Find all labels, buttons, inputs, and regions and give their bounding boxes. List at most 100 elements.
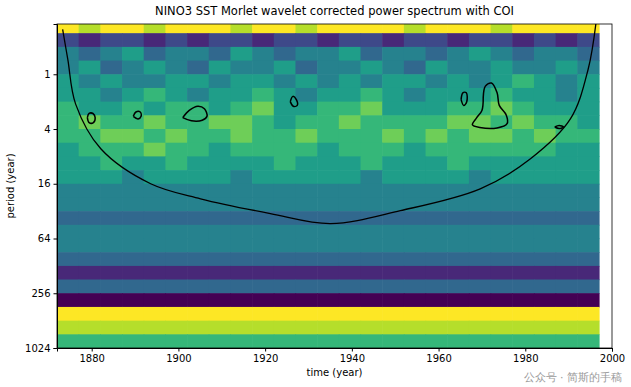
heat-cell (79, 225, 101, 239)
heat-cell (57, 321, 79, 335)
heat-cell (274, 184, 296, 198)
heat-cell (317, 238, 339, 252)
y-tick-mark (54, 129, 58, 130)
heat-cell (295, 156, 317, 170)
heat-cell (57, 266, 79, 280)
heat-cell (274, 102, 296, 116)
heat-cell (165, 156, 187, 170)
heat-cell (382, 24, 404, 34)
heat-cell (57, 33, 79, 47)
heat-cell (317, 156, 339, 170)
heat-cell (404, 115, 426, 129)
heat-cell (556, 88, 578, 102)
heat-cell (274, 74, 296, 88)
heat-cell (447, 334, 469, 348)
heat-cell (317, 33, 339, 47)
heat-cell (295, 184, 317, 198)
coi-line (63, 24, 597, 224)
heat-cell (534, 115, 556, 129)
heat-cell (469, 307, 491, 321)
heat-cell (209, 252, 231, 266)
heat-cell (534, 129, 556, 143)
heat-cell (79, 197, 101, 211)
heat-cell (339, 266, 361, 280)
heat-cell (100, 74, 122, 88)
heat-cell (79, 156, 101, 170)
heat-cell (165, 129, 187, 143)
heat-cell (122, 225, 144, 239)
heat-cell (469, 197, 491, 211)
heat-cell (426, 280, 448, 294)
heat-cell (79, 129, 101, 143)
heat-cell (187, 266, 209, 280)
heat-cell (100, 61, 122, 75)
heat-cell (577, 211, 599, 225)
significance-contour (87, 113, 95, 123)
heat-cell (209, 61, 231, 75)
heat-cell (165, 293, 187, 307)
heat-cell (382, 334, 404, 348)
heat-cell (274, 280, 296, 294)
heat-cell (274, 24, 296, 34)
heat-cell (100, 24, 122, 34)
heat-cell (252, 61, 274, 75)
heat-cell (100, 334, 122, 348)
heat-cell (230, 143, 252, 157)
heat-cell (426, 252, 448, 266)
heat-cell (252, 129, 274, 143)
heat-cell (469, 238, 491, 252)
heat-cell (491, 211, 513, 225)
heat-cell (252, 184, 274, 198)
heat-cell (187, 238, 209, 252)
heat-cell (404, 33, 426, 47)
heat-cell (512, 24, 534, 34)
heat-cell (122, 197, 144, 211)
heat-cell (447, 225, 469, 239)
heat-cell (209, 184, 231, 198)
heat-cell (295, 252, 317, 266)
heat-cell (295, 266, 317, 280)
heat-cell (252, 238, 274, 252)
heat-cell (556, 115, 578, 129)
y-tick: 4 (44, 124, 57, 135)
heat-cell (230, 266, 252, 280)
heat-cell (382, 102, 404, 116)
heat-cell (361, 280, 383, 294)
heat-cell (361, 197, 383, 211)
heat-cell (339, 47, 361, 61)
x-tick-mark (352, 348, 353, 352)
heat-cell (447, 252, 469, 266)
heat-cell (57, 252, 79, 266)
heat-cell (165, 334, 187, 348)
heat-cell (577, 280, 599, 294)
heat-cell (426, 47, 448, 61)
heat-cell (426, 170, 448, 184)
heat-cell (165, 74, 187, 88)
y-axis: 1416642561024 (25, 25, 57, 354)
heat-cell (165, 88, 187, 102)
heat-cell (556, 74, 578, 88)
heat-cell (534, 334, 556, 348)
heat-cell (295, 61, 317, 75)
heat-cell (577, 321, 599, 335)
heat-cell (382, 280, 404, 294)
heat-cell (144, 307, 166, 321)
heat-cell (577, 293, 599, 307)
heat-cell (187, 24, 209, 34)
heat-cell (100, 225, 122, 239)
heat-cell (209, 143, 231, 157)
heat-cell (122, 252, 144, 266)
y-tick: 1024 (25, 343, 57, 354)
heat-cell (512, 143, 534, 157)
heat-cell (361, 184, 383, 198)
heat-cell (187, 88, 209, 102)
heat-cell (491, 293, 513, 307)
heat-cell (426, 266, 448, 280)
heat-cell (447, 170, 469, 184)
heat-cell (426, 184, 448, 198)
heat-cell (274, 33, 296, 47)
heat-cell (426, 74, 448, 88)
heat-cell (426, 33, 448, 47)
heat-cell (447, 47, 469, 61)
heat-cell (57, 307, 79, 321)
